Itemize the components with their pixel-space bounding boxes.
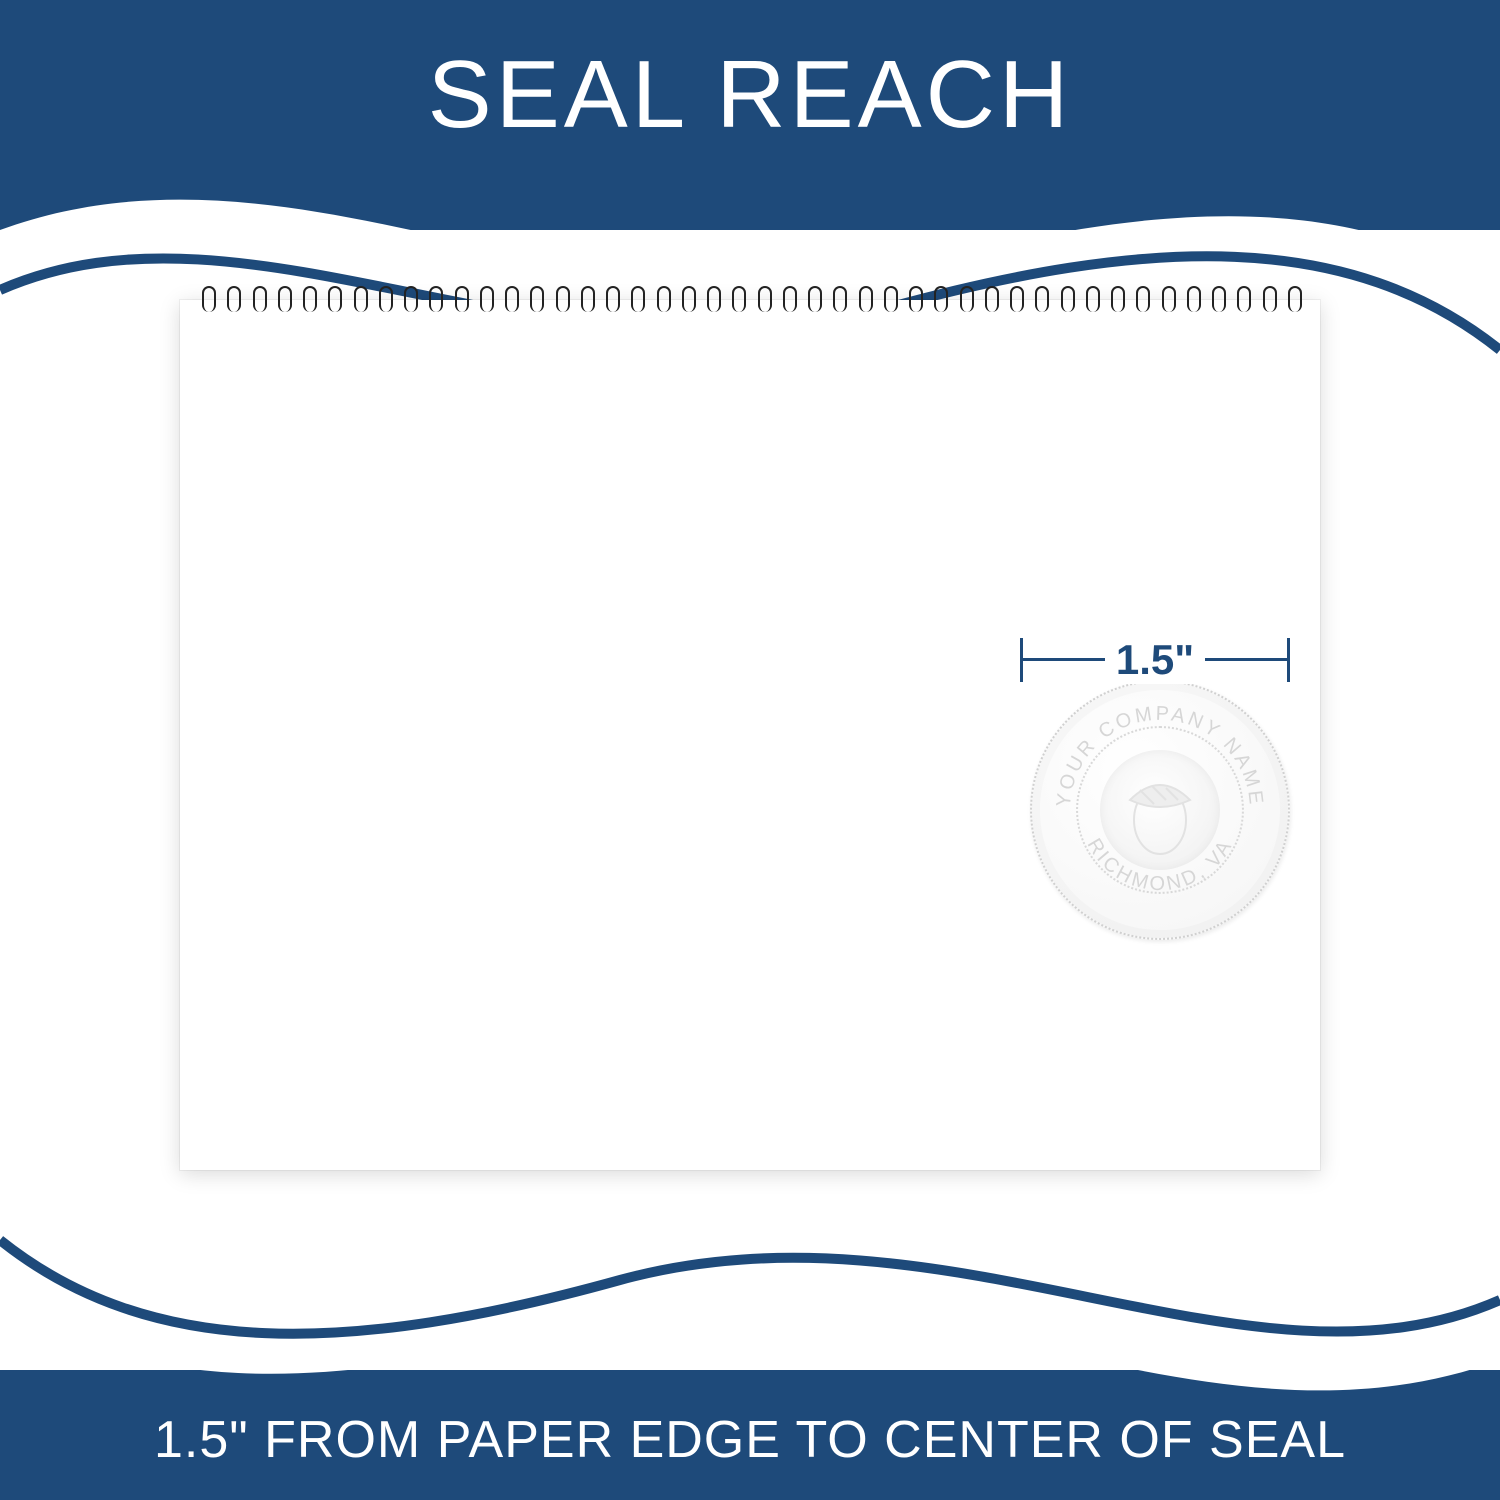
spiral-ring	[604, 286, 618, 314]
notepad: 1.5" YOUR COMPANY NAME RICHMOND, VA	[180, 300, 1320, 1170]
embossed-seal: YOUR COMPANY NAME RICHMOND, VA	[1030, 680, 1290, 940]
spiral-ring	[629, 286, 643, 314]
spiral-ring	[781, 286, 795, 314]
spiral-ring	[1134, 286, 1148, 314]
spiral-ring	[326, 286, 340, 314]
spiral-ring	[806, 286, 820, 314]
spiral-ring	[831, 286, 845, 314]
seal-text-svg: YOUR COMPANY NAME RICHMOND, VA	[1030, 680, 1290, 940]
spiral-ring	[655, 286, 669, 314]
spiral-ring	[1033, 286, 1047, 314]
spiral-ring	[377, 286, 391, 314]
measure-cap-right	[1287, 638, 1290, 682]
spiral-ring	[251, 286, 265, 314]
spiral-ring	[1185, 286, 1199, 314]
spiral-ring	[301, 286, 315, 314]
acorn-icon	[1130, 785, 1190, 854]
spiral-binding	[200, 286, 1300, 316]
spiral-ring	[983, 286, 997, 314]
page-title: SEAL REACH	[0, 40, 1500, 150]
spiral-ring	[352, 286, 366, 314]
spiral-ring	[1008, 286, 1022, 314]
spiral-ring	[579, 286, 593, 314]
footer-text: 1.5" FROM PAPER EDGE TO CENTER OF SEAL	[0, 1410, 1500, 1470]
spiral-ring	[554, 286, 568, 314]
measurement-bracket: 1.5"	[1010, 630, 1300, 690]
spiral-ring	[1235, 286, 1249, 314]
spiral-ring	[225, 286, 239, 314]
spiral-ring	[932, 286, 946, 314]
spiral-ring	[503, 286, 517, 314]
spiral-ring	[857, 286, 871, 314]
spiral-ring	[1059, 286, 1073, 314]
spiral-ring	[402, 286, 416, 314]
spiral-ring	[528, 286, 542, 314]
spiral-ring	[730, 286, 744, 314]
spiral-ring	[276, 286, 290, 314]
spiral-ring	[1084, 286, 1098, 314]
spiral-ring	[478, 286, 492, 314]
spiral-ring	[1210, 286, 1224, 314]
spiral-ring	[1261, 286, 1275, 314]
spiral-ring	[958, 286, 972, 314]
spiral-ring	[882, 286, 896, 314]
spiral-ring	[907, 286, 921, 314]
wave-bottom	[0, 1160, 1500, 1440]
spiral-ring	[1286, 286, 1300, 314]
spiral-ring	[427, 286, 441, 314]
spiral-ring	[756, 286, 770, 314]
seal-bottom-text: RICHMOND, VA	[1083, 835, 1238, 895]
measure-label: 1.5"	[1105, 636, 1205, 684]
spiral-ring	[1160, 286, 1174, 314]
spiral-ring	[680, 286, 694, 314]
spiral-ring	[1109, 286, 1123, 314]
spiral-ring	[200, 286, 214, 314]
spiral-ring	[705, 286, 719, 314]
spiral-ring	[453, 286, 467, 314]
